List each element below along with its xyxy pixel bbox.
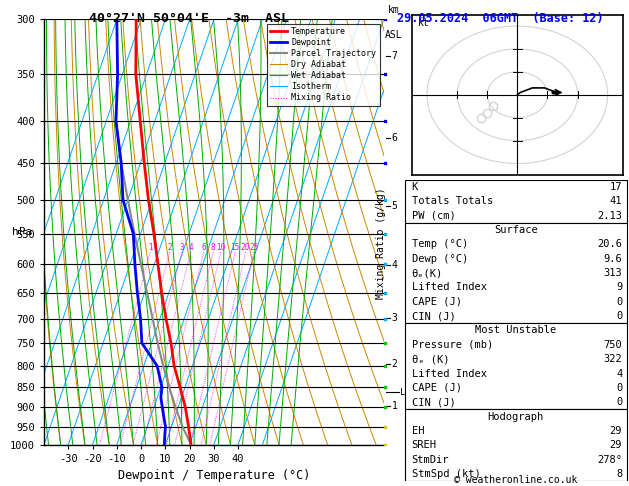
Text: 4: 4 bbox=[188, 243, 193, 252]
Text: StmSpd (kt): StmSpd (kt) bbox=[411, 469, 481, 479]
Text: EH: EH bbox=[411, 426, 424, 436]
Text: 25: 25 bbox=[249, 243, 259, 252]
Bar bbox=[405, 223, 626, 323]
Text: km: km bbox=[388, 5, 400, 15]
Text: Lifted Index: Lifted Index bbox=[411, 368, 487, 379]
Text: K: K bbox=[411, 182, 418, 192]
Text: Pressure (mb): Pressure (mb) bbox=[411, 340, 493, 350]
Text: 313: 313 bbox=[603, 268, 622, 278]
Text: 10: 10 bbox=[216, 243, 225, 252]
Text: θₑ(K): θₑ(K) bbox=[411, 268, 443, 278]
Text: 8: 8 bbox=[616, 469, 622, 479]
Text: 4: 4 bbox=[616, 368, 622, 379]
Text: CAPE (J): CAPE (J) bbox=[411, 297, 462, 307]
Text: Lifted Index: Lifted Index bbox=[411, 282, 487, 293]
Text: 1: 1 bbox=[148, 243, 152, 252]
Text: 0: 0 bbox=[616, 397, 622, 407]
Text: 40°27'N 50°04'E  -3m  ASL: 40°27'N 50°04'E -3m ASL bbox=[89, 12, 289, 25]
Text: 4: 4 bbox=[392, 260, 398, 270]
Text: Most Unstable: Most Unstable bbox=[475, 326, 557, 335]
Legend: Temperature, Dewpoint, Parcel Trajectory, Dry Adiabat, Wet Adiabat, Isotherm, Mi: Temperature, Dewpoint, Parcel Trajectory… bbox=[267, 24, 379, 106]
Text: 2: 2 bbox=[167, 243, 172, 252]
Text: 6: 6 bbox=[201, 243, 206, 252]
Text: Hodograph: Hodograph bbox=[487, 412, 544, 421]
Text: LCL: LCL bbox=[399, 388, 416, 397]
Text: 750: 750 bbox=[603, 340, 622, 350]
Text: Dewp (°C): Dewp (°C) bbox=[411, 254, 468, 264]
Text: 2: 2 bbox=[392, 359, 398, 369]
Text: 9: 9 bbox=[616, 282, 622, 293]
Text: 322: 322 bbox=[603, 354, 622, 364]
Text: 1: 1 bbox=[392, 401, 398, 411]
Text: StmDir: StmDir bbox=[411, 454, 449, 465]
Text: SREH: SREH bbox=[411, 440, 437, 450]
Text: CAPE (J): CAPE (J) bbox=[411, 383, 462, 393]
Text: θₑ (K): θₑ (K) bbox=[411, 354, 449, 364]
Text: hPa: hPa bbox=[12, 227, 32, 237]
Text: 20.6: 20.6 bbox=[597, 240, 622, 249]
X-axis label: Dewpoint / Temperature (°C): Dewpoint / Temperature (°C) bbox=[118, 469, 310, 482]
Text: 5: 5 bbox=[392, 201, 398, 211]
Text: © weatheronline.co.uk: © weatheronline.co.uk bbox=[454, 475, 577, 485]
Text: 15: 15 bbox=[230, 243, 240, 252]
Text: 29.05.2024  06GMT  (Base: 12): 29.05.2024 06GMT (Base: 12) bbox=[397, 12, 603, 25]
Text: 3: 3 bbox=[179, 243, 184, 252]
Text: 3: 3 bbox=[392, 312, 398, 323]
Text: 20: 20 bbox=[241, 243, 250, 252]
Text: 278°: 278° bbox=[597, 454, 622, 465]
Text: 6: 6 bbox=[392, 133, 398, 143]
Text: Mixing Ratio (g/kg): Mixing Ratio (g/kg) bbox=[376, 187, 386, 299]
Text: 29: 29 bbox=[610, 440, 622, 450]
Text: 0: 0 bbox=[616, 311, 622, 321]
Bar bbox=[405, 409, 626, 481]
Text: 9.6: 9.6 bbox=[603, 254, 622, 264]
Text: PW (cm): PW (cm) bbox=[411, 211, 455, 221]
Text: Temp (°C): Temp (°C) bbox=[411, 240, 468, 249]
Text: 2.13: 2.13 bbox=[597, 211, 622, 221]
Text: 41: 41 bbox=[610, 196, 622, 207]
Text: CIN (J): CIN (J) bbox=[411, 311, 455, 321]
Text: 7: 7 bbox=[392, 52, 398, 61]
Text: 29: 29 bbox=[610, 426, 622, 436]
Bar bbox=[405, 323, 626, 409]
Bar bbox=[405, 180, 626, 223]
Text: CIN (J): CIN (J) bbox=[411, 397, 455, 407]
Text: 0: 0 bbox=[616, 383, 622, 393]
Text: kt: kt bbox=[418, 18, 430, 28]
Text: ASL: ASL bbox=[385, 30, 403, 40]
Text: 17: 17 bbox=[610, 182, 622, 192]
Text: Totals Totals: Totals Totals bbox=[411, 196, 493, 207]
Text: 0: 0 bbox=[616, 297, 622, 307]
Text: 8: 8 bbox=[211, 243, 216, 252]
Text: Surface: Surface bbox=[494, 225, 538, 235]
